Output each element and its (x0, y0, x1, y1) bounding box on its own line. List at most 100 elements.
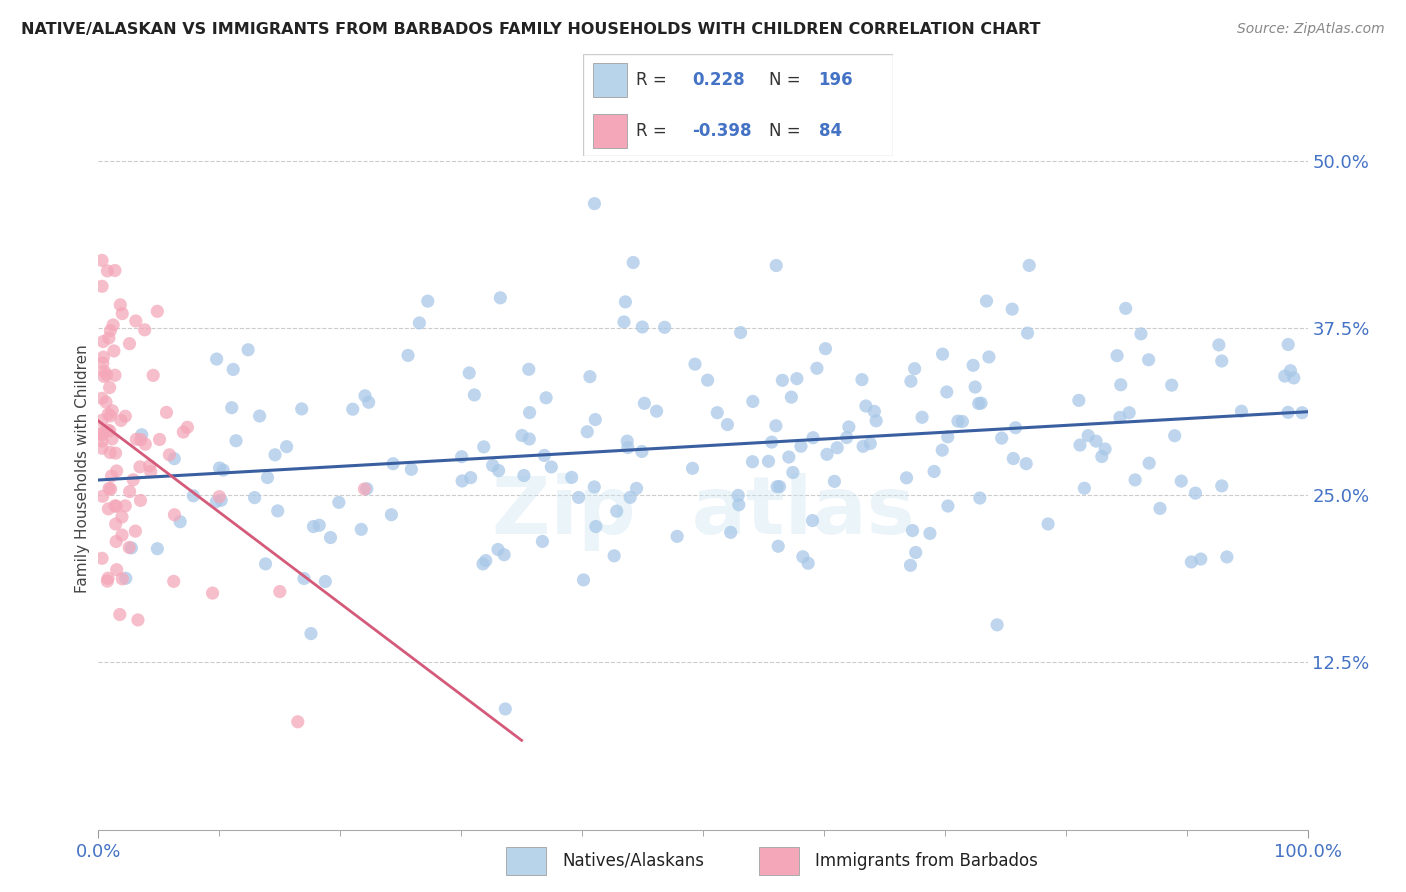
Point (287, 714, 309, 729)
Point (950, 415, 973, 429)
Point (350, 522, 373, 536)
Point (96, 264, 118, 278)
Point (91, 425, 114, 439)
Point (1160, 378, 1182, 392)
Point (396, 348, 419, 362)
Point (770, 373, 793, 387)
Point (645, 404, 668, 418)
Point (356, 482, 378, 496)
Text: Immigrants from Barbados: Immigrants from Barbados (815, 852, 1039, 870)
Point (976, 293, 998, 308)
Point (965, 380, 987, 394)
Text: R =: R = (636, 122, 666, 140)
Point (797, 556, 820, 570)
Point (481, 458, 503, 473)
FancyBboxPatch shape (583, 54, 893, 156)
Point (91, 356, 114, 370)
Point (98, 424, 121, 438)
Point (91, 551, 114, 566)
Point (900, 558, 922, 573)
Point (269, 584, 291, 599)
Point (472, 440, 495, 454)
Point (1129, 326, 1152, 341)
Point (96, 368, 118, 382)
Point (1094, 442, 1116, 456)
Point (1291, 406, 1313, 420)
Point (606, 504, 628, 518)
Point (911, 410, 934, 425)
Point (172, 425, 194, 439)
Point (488, 464, 510, 478)
Point (125, 314, 148, 328)
Point (904, 545, 927, 559)
Point (761, 435, 783, 450)
Point (212, 463, 235, 477)
Point (474, 553, 496, 567)
Point (801, 431, 824, 445)
Point (129, 433, 152, 447)
Point (225, 434, 247, 448)
Point (129, 493, 152, 508)
Point (626, 482, 648, 496)
Point (1073, 481, 1095, 495)
Point (531, 534, 554, 549)
Point (1211, 479, 1233, 493)
Point (148, 433, 170, 447)
Point (129, 459, 152, 474)
Point (1118, 406, 1140, 420)
Point (666, 529, 689, 543)
Point (98, 445, 121, 459)
Point (815, 447, 838, 461)
Point (1091, 450, 1114, 464)
Point (125, 432, 148, 446)
Point (1137, 456, 1160, 470)
Point (163, 574, 186, 589)
Point (163, 451, 186, 466)
Point (1002, 451, 1025, 466)
Point (510, 428, 533, 442)
Point (603, 549, 626, 563)
Point (1216, 549, 1239, 564)
Point (450, 450, 472, 464)
Point (100, 324, 122, 338)
Point (380, 508, 402, 522)
Point (163, 508, 186, 522)
Point (1163, 428, 1185, 442)
Point (139, 465, 162, 479)
Point (124, 524, 146, 538)
Point (696, 373, 718, 387)
Y-axis label: Family Households with Children: Family Households with Children (75, 344, 90, 592)
Point (631, 444, 654, 458)
Point (97, 407, 120, 421)
Point (401, 462, 423, 476)
Point (267, 504, 290, 518)
Point (621, 255, 644, 269)
Point (683, 357, 706, 371)
Point (111, 307, 134, 321)
FancyBboxPatch shape (593, 114, 627, 148)
Point (1277, 405, 1299, 419)
Point (114, 571, 136, 585)
Point (100, 469, 122, 483)
Point (823, 475, 845, 489)
Point (353, 482, 375, 496)
Point (98, 409, 121, 423)
Point (786, 372, 808, 386)
Point (157, 448, 180, 462)
Point (962, 359, 984, 373)
Point (94, 395, 117, 409)
Point (110, 298, 132, 312)
Point (408, 316, 430, 330)
Point (782, 466, 804, 480)
Point (814, 342, 837, 356)
Point (1115, 301, 1137, 316)
Point (517, 432, 540, 446)
Point (91, 427, 114, 442)
Point (111, 572, 134, 586)
Point (741, 455, 763, 469)
Point (1109, 410, 1132, 425)
Point (918, 526, 941, 541)
Point (654, 320, 676, 334)
Point (768, 479, 790, 493)
Point (105, 464, 128, 478)
